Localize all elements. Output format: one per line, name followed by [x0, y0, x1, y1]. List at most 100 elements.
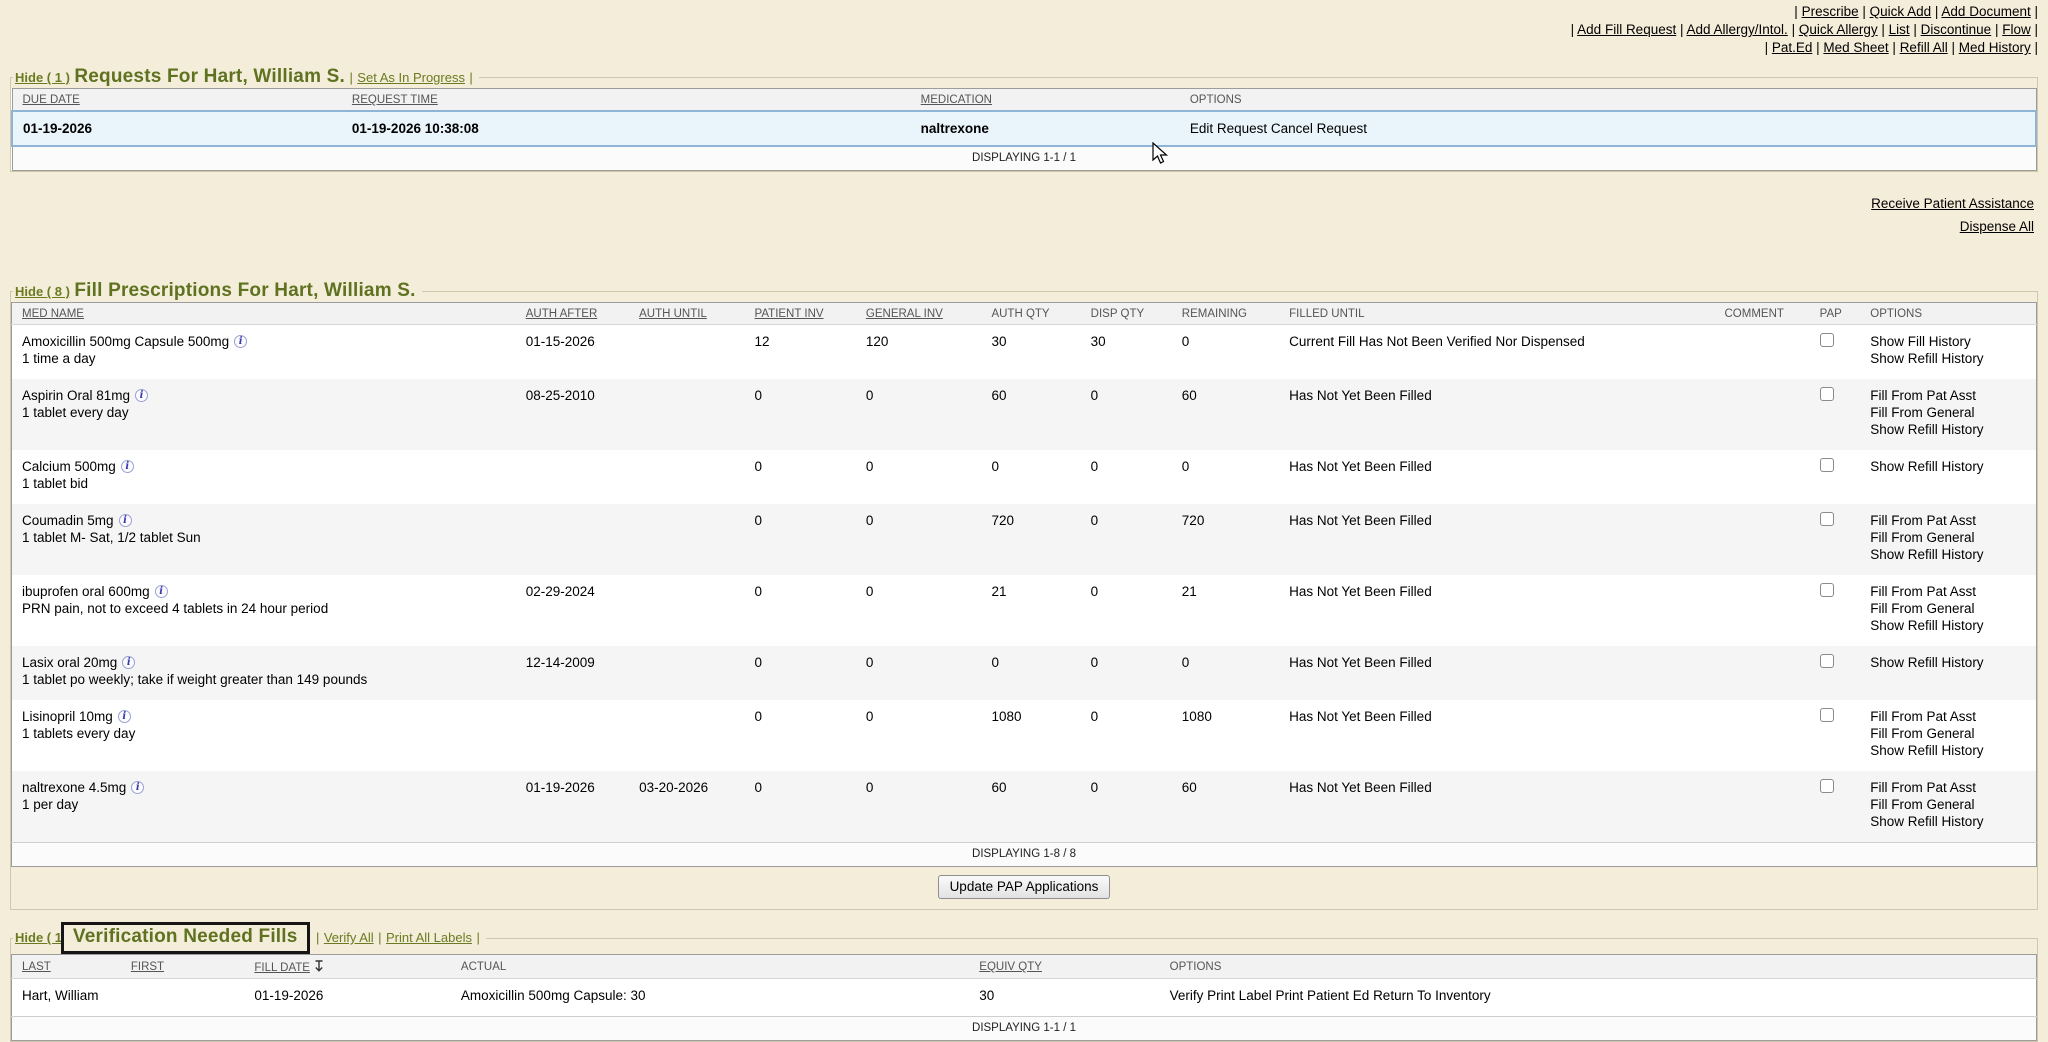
add-fill-request-link[interactable]: Add Fill Request — [1577, 22, 1676, 37]
verification-title-highlight-box: Verification Needed Fills — [61, 922, 310, 954]
info-icon[interactable]: i — [119, 514, 132, 527]
print-all-labels-link[interactable]: Print All Labels — [386, 930, 472, 945]
info-icon[interactable]: i — [155, 585, 168, 598]
print-patient-ed-link[interactable]: Print Patient Ed — [1275, 988, 1369, 1003]
pap-checkbox[interactable] — [1820, 333, 1834, 347]
print-label-link[interactable]: Print Label — [1207, 988, 1272, 1003]
general-inv-cell: 0 — [856, 450, 982, 504]
flow-link[interactable]: Flow — [2002, 22, 2031, 37]
comment-cell — [1714, 771, 1809, 843]
options-cell: Show Refill History — [1860, 646, 2036, 700]
column-header-med-name: MED NAME — [12, 303, 516, 325]
pap-checkbox[interactable] — [1820, 654, 1834, 668]
return-to-inventory-link[interactable]: Return To Inventory — [1373, 988, 1491, 1003]
med-cell: Amoxicillin 500mg Capsule 500mgi1 time a… — [12, 325, 516, 380]
column-header-options: OPTIONS — [1160, 955, 2037, 979]
quick-add-link[interactable]: Quick Add — [1870, 4, 1932, 19]
info-icon[interactable]: i — [121, 460, 134, 473]
remaining-cell: 720 — [1172, 504, 1279, 575]
verification-options: Verify Print Label Print Patient Ed Retu… — [1160, 979, 2037, 1017]
column-header-fill-date: FILL DATE — [244, 955, 451, 979]
fill-from-pat-asst-link[interactable]: Fill From Pat Asst — [1870, 584, 1976, 599]
fill-from-pat-asst-link[interactable]: Fill From Pat Asst — [1870, 388, 1976, 403]
show-refill-history-link[interactable]: Show Refill History — [1870, 743, 1983, 758]
add-allergy-intol-link[interactable]: Add Allergy/Intol. — [1687, 22, 1788, 37]
fill-from-general-link[interactable]: Fill From General — [1870, 601, 1974, 616]
pap-checkbox[interactable] — [1820, 779, 1834, 793]
show-refill-history-link[interactable]: Show Refill History — [1870, 459, 1983, 474]
sort-descending-icon[interactable] — [314, 960, 324, 972]
refill-all-link[interactable]: Refill All — [1900, 40, 1948, 55]
verify-all-link[interactable]: Verify All — [324, 930, 374, 945]
verify-link[interactable]: Verify — [1170, 988, 1204, 1003]
med-sheet-link[interactable]: Med Sheet — [1823, 40, 1888, 55]
pat-ed-link[interactable]: Pat.Ed — [1772, 40, 1813, 55]
info-icon[interactable]: i — [131, 781, 144, 794]
legend-pipe: | — [378, 930, 381, 945]
general-inv-cell: 0 — [856, 575, 982, 646]
verification-section-title: Verification Needed Fills — [73, 926, 298, 947]
fill-from-pat-asst-link[interactable]: Fill From Pat Asst — [1870, 709, 1976, 724]
top-nav-row: | Add Fill Request | Add Allergy/Intol. … — [0, 21, 2038, 39]
pap-checkbox[interactable] — [1820, 583, 1834, 597]
info-icon[interactable]: i — [234, 335, 247, 348]
comment-cell — [1714, 700, 1809, 771]
info-icon[interactable]: i — [122, 656, 135, 669]
top-nav: | Prescribe | Quick Add | Add Document |… — [0, 0, 2048, 57]
med-name: Coumadin 5mgi — [22, 512, 506, 529]
pap-checkbox[interactable] — [1820, 387, 1834, 401]
fill-row: Calcium 500mgi1 tablet bid00000Has Not Y… — [12, 450, 2037, 504]
general-inv-cell: 120 — [856, 325, 982, 380]
add-document-link[interactable]: Add Document — [1941, 4, 2030, 19]
column-header-equiv-qty: EQUIV QTY — [969, 955, 1159, 979]
show-refill-history-link[interactable]: Show Refill History — [1870, 655, 1983, 670]
show-refill-history-link[interactable]: Show Refill History — [1870, 547, 1983, 562]
set-as-in-progress-link[interactable]: Set As In Progress — [357, 70, 465, 85]
info-icon[interactable]: i — [135, 389, 148, 402]
auth-until-cell — [629, 450, 744, 504]
fill-from-pat-asst-link[interactable]: Fill From Pat Asst — [1870, 513, 1976, 528]
request-row[interactable]: 01-19-2026 01-19-2026 10:38:08 naltrexon… — [12, 111, 2036, 146]
fill-from-general-link[interactable]: Fill From General — [1870, 530, 1974, 545]
discontinue-link[interactable]: Discontinue — [1921, 22, 1992, 37]
legend-pipe: | — [476, 930, 479, 945]
request-due-date: 01-19-2026 — [12, 111, 342, 146]
auth-until-cell — [629, 575, 744, 646]
fill-row: ibuprofen oral 600mgiPRN pain, not to ex… — [12, 575, 2037, 646]
cancel-request-link[interactable]: Cancel Request — [1271, 121, 1367, 136]
show-refill-history-link[interactable]: Show Refill History — [1870, 422, 1983, 437]
fill-from-pat-asst-link[interactable]: Fill From Pat Asst — [1870, 780, 1976, 795]
info-icon[interactable]: i — [118, 710, 131, 723]
filled-until-cell: Has Not Yet Been Filled — [1279, 575, 1714, 646]
show-refill-history-link[interactable]: Show Refill History — [1870, 814, 1983, 829]
patient-inv-cell: 0 — [745, 771, 856, 843]
show-refill-history-link[interactable]: Show Refill History — [1870, 351, 1983, 366]
receive-patient-assistance-link[interactable]: Receive Patient Assistance — [1871, 192, 2034, 215]
med-sig: 1 tablets every day — [22, 725, 506, 742]
pap-checkbox[interactable] — [1820, 512, 1834, 526]
auth-after-cell: 01-19-2026 — [516, 771, 629, 843]
fill-from-general-link[interactable]: Fill From General — [1870, 405, 1974, 420]
show-refill-history-link[interactable]: Show Refill History — [1870, 618, 1983, 633]
pap-checkbox[interactable] — [1820, 458, 1834, 472]
fill-row: Aspirin Oral 81mgi1 tablet every day08-2… — [12, 379, 2037, 450]
patient-inv-cell: 0 — [745, 700, 856, 771]
requests-hide-link[interactable]: Hide ( 1 ) — [15, 70, 70, 85]
med-history-link[interactable]: Med History — [1959, 40, 2031, 55]
update-pap-applications-button[interactable]: Update PAP Applications — [938, 875, 1111, 899]
quick-allergy-link[interactable]: Quick Allergy — [1799, 22, 1878, 37]
fill-from-general-link[interactable]: Fill From General — [1870, 797, 1974, 812]
prescribe-link[interactable]: Prescribe — [1802, 4, 1859, 19]
fills-hide-link[interactable]: Hide ( 8 ) — [15, 284, 70, 299]
fill-from-general-link[interactable]: Fill From General — [1870, 726, 1974, 741]
show-fill-history-link[interactable]: Show Fill History — [1870, 334, 1971, 349]
pap-checkbox[interactable] — [1820, 708, 1834, 722]
list-link[interactable]: List — [1889, 22, 1910, 37]
dispense-all-link[interactable]: Dispense All — [1960, 215, 2034, 238]
filled-until-cell: Has Not Yet Been Filled — [1279, 379, 1714, 450]
options-cell: Fill From Pat Asst Fill From General Show … — [1860, 379, 2036, 450]
disp-qty-cell: 0 — [1081, 771, 1172, 843]
edit-request-link[interactable]: Edit Request — [1190, 121, 1267, 136]
auth-qty-cell: 0 — [981, 450, 1080, 504]
disp-qty-cell: 0 — [1081, 700, 1172, 771]
